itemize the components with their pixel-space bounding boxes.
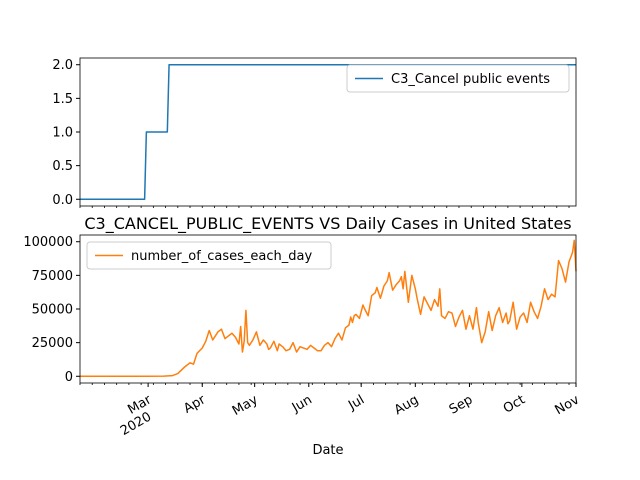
axes-frame (79, 57, 577, 207)
axes-frame (79, 234, 577, 384)
series-line (79, 239, 577, 378)
x-tick-label: Apr (181, 392, 209, 417)
y-tick-label: 1.0 (52, 126, 73, 141)
y-tick-label: 50000 (32, 303, 73, 318)
x-tick-label: Oct (501, 392, 528, 416)
y-tick-label: 25000 (32, 336, 73, 351)
x-tick-label: Jul (345, 392, 367, 413)
chart-title: C3_CANCEL_PUBLIC_EVENTS VS Daily Cases i… (84, 214, 571, 234)
y-tick-label: 100000 (23, 235, 73, 250)
chart-top-c3-cancel-public-events: 0.0 0.5 1.0 1.5 2.0 C3_Cancel public events (52, 57, 577, 208)
legend-box (346, 64, 570, 93)
y-tick-label: 75000 (32, 269, 73, 284)
x-tick-label: Nov (553, 392, 583, 418)
y-tick-label: 1.5 (52, 92, 73, 107)
y-tick-label: 0.0 (52, 193, 73, 208)
legend-label: number_of_cases_each_day (131, 249, 312, 264)
x-tick-label: May (230, 392, 261, 419)
x-axis-label: Date (312, 443, 343, 458)
x-tick-label: Aug (392, 392, 421, 418)
y-tick-label: 0 (65, 370, 73, 385)
legend-box (86, 241, 332, 270)
x-tick-label: Sep (447, 392, 476, 417)
y-tick-label: 2.0 (52, 58, 73, 73)
y-tick-label: 0.5 (52, 159, 73, 174)
legend-label: C3_Cancel public events (391, 72, 550, 87)
series-line (80, 63, 576, 201)
x-tick-label: Jun (289, 392, 315, 416)
